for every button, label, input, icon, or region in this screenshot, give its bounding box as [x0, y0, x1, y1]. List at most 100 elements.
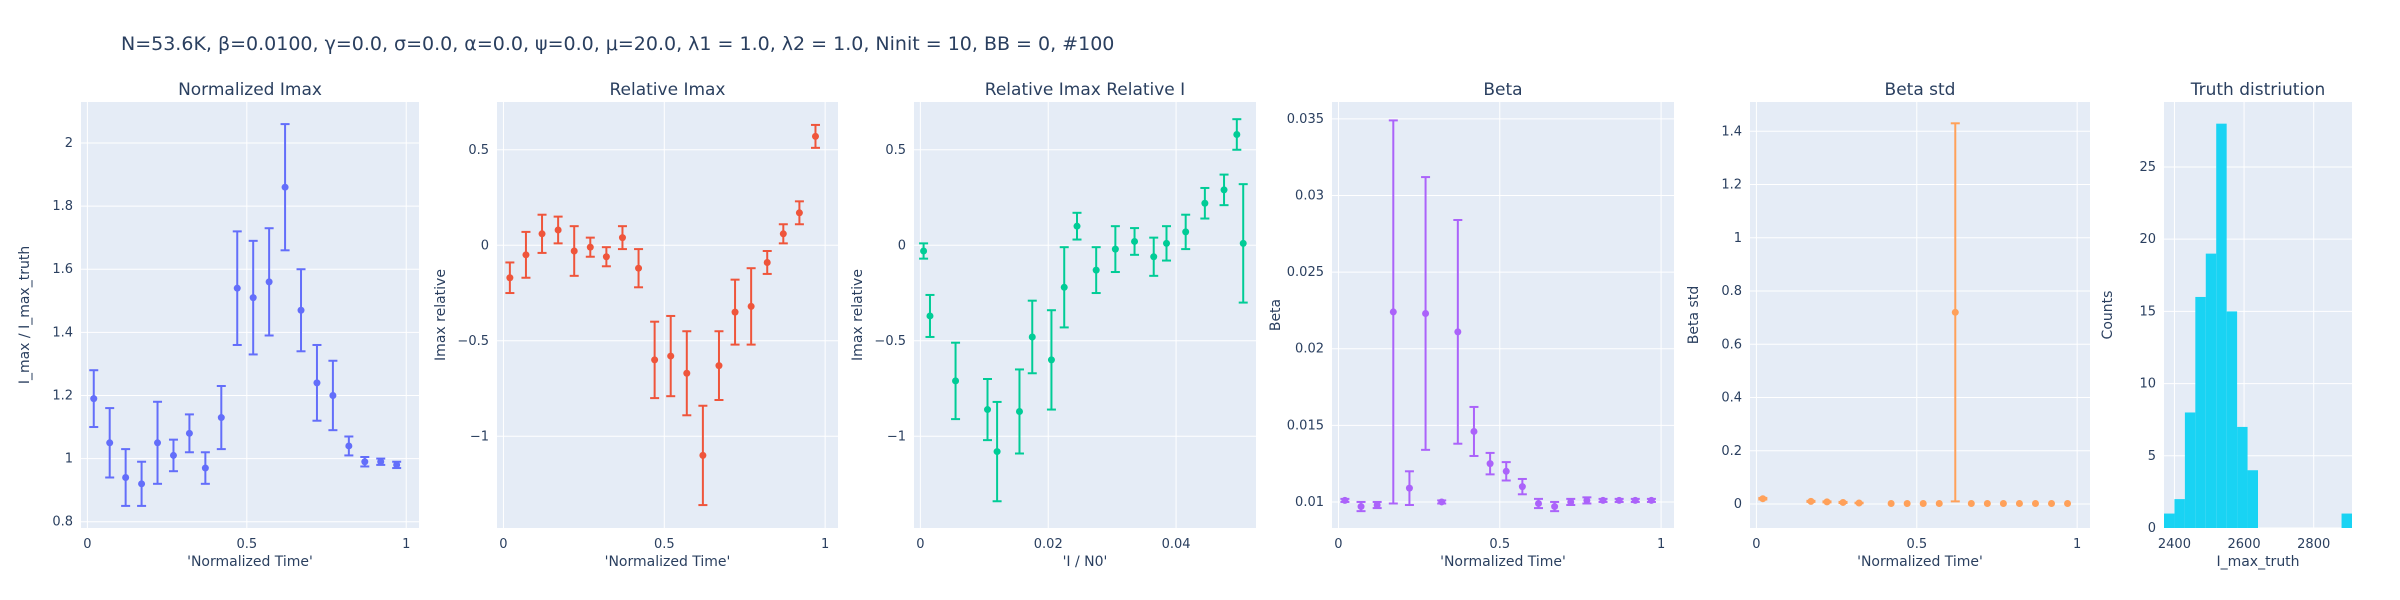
x-tick-label: 0.5: [1489, 537, 1510, 552]
data-point: [185, 429, 193, 437]
panel-title: Relative Imax Relative I: [985, 80, 1185, 100]
data-point: [1823, 498, 1831, 506]
data-point: [1567, 498, 1575, 506]
y-tick-label: −0.5: [874, 334, 906, 349]
data-point: [1919, 500, 1927, 508]
histogram-bar: [2164, 513, 2175, 528]
data-point: [731, 308, 739, 316]
y-tick-label: 0.035: [1287, 112, 1324, 127]
data-point: [233, 284, 241, 292]
data-point: [1486, 460, 1494, 468]
y-tick-label: 0.5: [468, 143, 489, 158]
y-tick-label: 0: [481, 238, 489, 253]
x-tick-label: 1: [821, 537, 829, 552]
y-tick-label: 2: [65, 136, 73, 151]
data-point: [811, 132, 819, 140]
x-tick-label: 2800: [2297, 537, 2330, 552]
data-point: [1405, 484, 1413, 492]
panel-title: Beta std: [1885, 80, 1956, 100]
y-tick-label: 15: [2139, 304, 2156, 319]
data-point: [1967, 500, 1975, 508]
data-point: [602, 253, 610, 261]
y-tick-label: 1: [1734, 231, 1742, 246]
data-point: [1855, 499, 1863, 507]
x-tick-label: 0: [83, 537, 91, 552]
data-point: [1551, 503, 1559, 511]
y-axis-label: Imax relative: [850, 269, 866, 361]
y-tick-label: 0.02: [1295, 342, 1324, 357]
histogram-bar: [2247, 470, 2258, 528]
data-point: [1163, 239, 1171, 247]
y-tick-label: −1: [887, 429, 906, 444]
y-axis-label: I_max / I_max_truth: [17, 246, 33, 384]
x-tick-label: 0.5: [236, 537, 257, 552]
data-point: [554, 226, 562, 234]
data-point: [1807, 497, 1815, 505]
data-point: [586, 243, 594, 251]
panel-1: 0.8 1 1.2 1.4 1.6 1.8 2 0 0.5 1 Normalized Imax 'No…: [17, 80, 419, 570]
panel-3: −1 −0.5 0 0.5 0 0.02 0.04 Relative Imax Relativ…: [850, 80, 1256, 570]
data-point: [1201, 199, 1209, 207]
x-tick-label: 0: [916, 537, 924, 552]
y-tick-label: 10: [2139, 377, 2156, 392]
y-tick-label: −1: [470, 429, 489, 444]
data-point: [169, 451, 177, 459]
x-axis-label: I_max_truth: [2216, 554, 2299, 570]
data-point: [1015, 407, 1023, 415]
data-point: [538, 230, 546, 238]
x-tick-label: 0: [499, 537, 507, 552]
data-point: [763, 258, 771, 266]
data-point: [361, 458, 369, 466]
plot-area: [1750, 102, 2090, 528]
x-tick-label: 1: [402, 537, 410, 552]
y-tick-label: 0.2: [1721, 444, 1742, 459]
panel-4: 0.01 0.015 0.02 0.025 0.03 0.035 0 0.5 1 Beta 'Nor…: [1268, 80, 1674, 570]
data-point: [1951, 308, 1959, 316]
data-point: [1759, 495, 1767, 503]
x-tick-label: 1: [1657, 537, 1665, 552]
data-point: [154, 439, 162, 447]
data-point: [345, 442, 353, 450]
y-tick-label: 0.6: [1721, 337, 1742, 352]
panel-title: Relative Imax: [609, 80, 725, 100]
data-point: [313, 379, 321, 387]
data-point: [618, 234, 626, 242]
data-point: [393, 461, 401, 469]
x-tick-label: 0: [1752, 537, 1760, 552]
data-point: [1047, 356, 1055, 364]
plot-area: [1332, 102, 1674, 528]
x-axis-label: 'Normalized Time': [1440, 554, 1566, 570]
y-tick-label: 0.5: [885, 143, 906, 158]
data-point: [1631, 496, 1639, 504]
data-point: [952, 377, 960, 385]
panel-5: 0 0.2 0.4 0.6 0.8 1 1.2 1.4 0 0.5 1 Beta std 'Normal…: [1686, 80, 2090, 570]
data-point: [1999, 500, 2007, 508]
data-point: [635, 264, 643, 272]
histogram-bar: [2184, 412, 2196, 528]
data-point: [1341, 496, 1349, 504]
data-point: [1373, 501, 1381, 509]
data-point: [1220, 186, 1228, 194]
y-tick-label: 1.4: [1721, 124, 1742, 139]
data-point: [1422, 309, 1430, 317]
plot-area: [914, 102, 1256, 528]
y-axis-label: Beta: [1268, 299, 1284, 331]
x-tick-label: 0.04: [1162, 537, 1191, 552]
data-point: [795, 209, 803, 217]
data-point: [1233, 130, 1241, 138]
data-point: [993, 448, 1001, 456]
y-tick-label: 0.01: [1295, 495, 1324, 510]
data-point: [1599, 496, 1607, 504]
data-point: [651, 356, 659, 364]
data-point: [1534, 499, 1542, 507]
data-point: [1615, 496, 1623, 504]
data-point: [297, 306, 305, 314]
panel-title: Beta: [1483, 80, 1522, 100]
y-tick-label: 0.025: [1287, 265, 1324, 280]
data-point: [1983, 500, 1991, 508]
y-tick-label: 0: [898, 238, 906, 253]
y-tick-label: 1.8: [52, 199, 73, 214]
data-point: [1839, 498, 1847, 506]
data-point: [1502, 467, 1510, 475]
data-point: [1239, 239, 1247, 247]
